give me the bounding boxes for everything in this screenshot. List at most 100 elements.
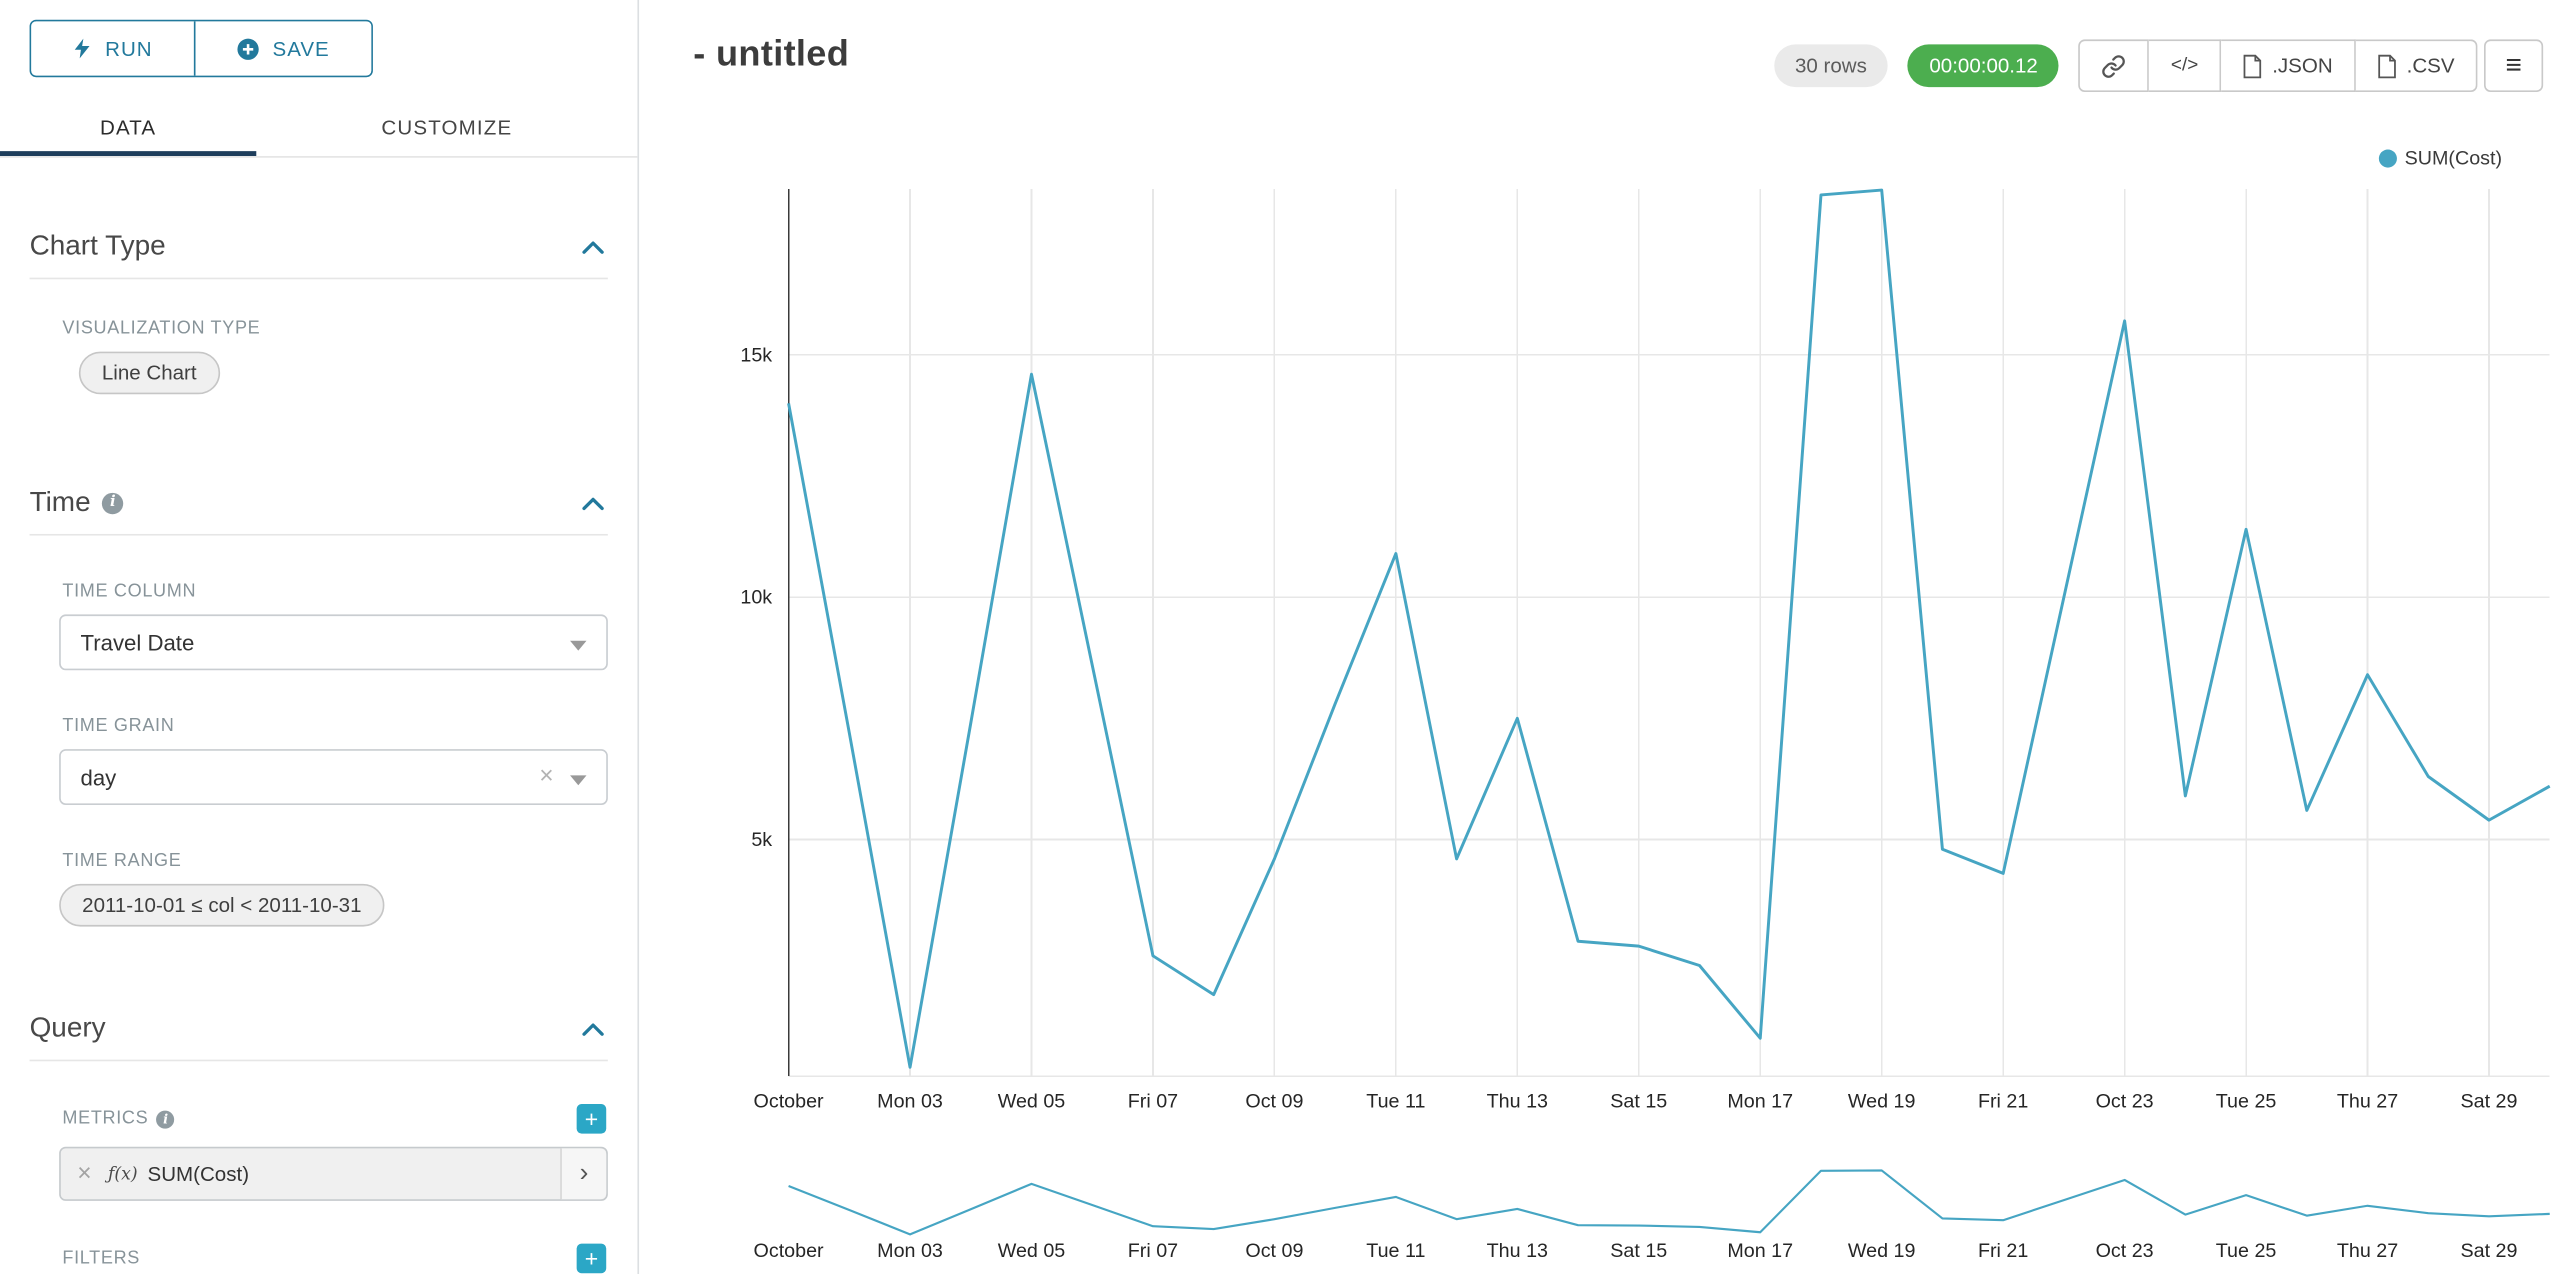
svg-text:Sat 15: Sat 15 [1610,1090,1667,1112]
svg-text:Wed 05: Wed 05 [998,1240,1066,1262]
time-column-value: Travel Date [80,630,195,655]
svg-text:October: October [754,1240,825,1262]
svg-text:Tue 25: Tue 25 [2216,1090,2277,1112]
svg-text:Sat 15: Sat 15 [1610,1240,1667,1262]
svg-text:Fri 07: Fri 07 [1128,1090,1178,1112]
filters-label: FILTERS [62,1248,141,1269]
link-icon [2102,54,2126,78]
code-icon: </> [2170,55,2199,76]
legend-label: SUM(Cost) [2404,146,2503,170]
time-column-select[interactable]: Travel Date [59,614,608,671]
time-grain-value: day [80,764,117,790]
export-button-group: </> .JSON .CSV [2078,39,2478,93]
svg-text:5k: 5k [751,829,772,851]
svg-text:Sat 29: Sat 29 [2461,1240,2518,1262]
svg-text:Thu 13: Thu 13 [1487,1090,1548,1112]
time-column-label: TIME COLUMN [62,581,197,602]
svg-text:Mon 03: Mon 03 [877,1240,943,1262]
chart-header-actions: 30 rows 00:00:00.12 </> .JSON .CSV [1773,39,2544,93]
svg-text:Wed 19: Wed 19 [1848,1240,1916,1262]
query-section-header[interactable]: Query [30,1012,608,1045]
function-icon: ƒ(x) [108,1163,138,1184]
add-metric-button[interactable]: + [576,1104,607,1134]
svg-text:Oct 09: Oct 09 [1245,1090,1303,1112]
legend-dot-icon [2378,148,2397,167]
chevron-right-icon[interactable]: › [560,1148,607,1200]
chart-container: - untitled 30 rows 00:00:00.12 </> .JSON… [640,0,2576,1274]
add-filter-button[interactable]: + [576,1243,607,1274]
chevron-up-icon[interactable] [582,1021,605,1036]
metrics-label: METRICS [62,1108,149,1129]
info-icon: i [156,1109,175,1128]
svg-text:Thu 27: Thu 27 [2337,1090,2398,1112]
panel-tabs: DATA CUSTOMIZE [0,100,638,158]
time-range-label: TIME RANGE [62,851,182,871]
metric-token[interactable]: × ƒ(x) SUM(Cost) › [59,1146,608,1201]
svg-text:Mon 17: Mon 17 [1727,1090,1793,1112]
svg-text:Wed 05: Wed 05 [998,1090,1066,1112]
save-button[interactable]: SAVE [193,21,371,76]
row-count-badge: 30 rows [1773,44,1889,88]
tab-customize-label: CUSTOMIZE [381,116,513,140]
time-section-title: Time [29,486,91,518]
metric-token-label: SUM(Cost) [147,1162,250,1186]
run-button-label: RUN [105,36,153,60]
lightning-icon [74,38,90,59]
svg-text:15k: 15k [740,344,772,366]
visualization-type-label: VISUALIZATION TYPE [62,318,261,339]
svg-text:Oct 23: Oct 23 [2096,1090,2154,1112]
chart-type-section-title: Chart Type [29,230,166,262]
file-icon [2378,53,2396,78]
metrics-label-row: METRICS i + [62,1104,607,1134]
share-link-button[interactable] [2078,39,2150,93]
chevron-down-icon [570,640,587,651]
time-section-header[interactable]: Time i [30,486,608,519]
svg-text:Thu 13: Thu 13 [1487,1240,1548,1262]
export-csv-label: .CSV [2406,54,2455,78]
svg-text:Mon 03: Mon 03 [877,1090,943,1112]
svg-text:Fri 21: Fri 21 [1978,1240,2028,1262]
svg-text:October: October [754,1090,825,1112]
plus-circle-icon [237,37,259,60]
tab-customize[interactable]: CUSTOMIZE [256,100,637,156]
svg-text:Mon 17: Mon 17 [1727,1240,1793,1262]
control-panel: RUN SAVE DATA CUSTOMIZE Chart Type VISUA… [0,0,640,1274]
query-timer-badge: 00:00:00.12 [1908,44,2060,88]
export-json-label: .JSON [2272,54,2333,78]
svg-text:Oct 09: Oct 09 [1245,1240,1303,1262]
svg-text:Sat 29: Sat 29 [2461,1090,2518,1112]
hamburger-icon: ≡ [2505,49,2522,81]
svg-text:Thu 27: Thu 27 [2337,1240,2398,1262]
time-grain-label: TIME GRAIN [62,716,175,737]
section-divider [29,1059,608,1062]
chevron-up-icon[interactable] [582,495,605,510]
run-button[interactable]: RUN [31,21,194,76]
svg-text:Tue 11: Tue 11 [1366,1240,1425,1262]
visualization-type-pill[interactable]: Line Chart [78,351,220,395]
time-range-pill[interactable]: 2011-10-01 ≤ col < 2011-10-31 [59,883,385,927]
filters-label-row: FILTERS + [62,1243,607,1274]
svg-text:Fri 21: Fri 21 [1978,1090,2028,1112]
info-icon: i [102,492,124,514]
chart-title[interactable]: - untitled [693,32,850,74]
chart-type-section-header[interactable]: Chart Type [30,230,608,263]
line-chart-canvas[interactable]: 5k 10k 15k October October Mon 03 Mon 03 Wed 05… [641,0,2576,1274]
clear-icon[interactable]: × [539,762,554,791]
export-csv-button[interactable]: .CSV [2355,39,2478,93]
file-icon [2243,53,2262,78]
svg-text:Fri 07: Fri 07 [1128,1240,1178,1262]
view-query-button[interactable]: </> [2149,39,2222,93]
query-section-title: Query [29,1012,106,1044]
svg-text:Tue 25: Tue 25 [2216,1240,2277,1262]
legend-item[interactable]: SUM(Cost) [2378,146,2502,169]
export-json-button[interactable]: .JSON [2221,39,2356,93]
section-divider [29,533,608,536]
chevron-up-icon[interactable] [582,239,605,254]
run-save-button-group: RUN SAVE [29,19,373,78]
tab-data[interactable]: DATA [0,100,256,156]
remove-metric-icon[interactable]: × [77,1159,92,1188]
time-grain-select[interactable]: day × [59,749,608,806]
chart-menu-button[interactable]: ≡ [2484,39,2544,93]
